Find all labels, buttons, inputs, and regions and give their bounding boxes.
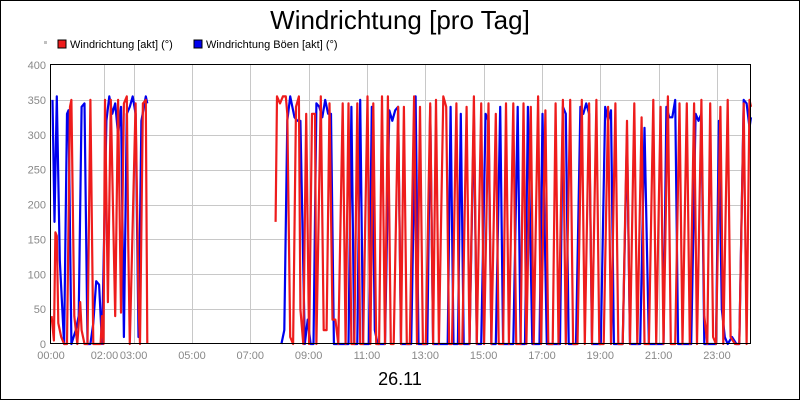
x-tick-label: 05:00 bbox=[178, 350, 206, 362]
y-tick-label: 150 bbox=[28, 234, 46, 246]
legend-label-boeen: Windrichtung Böen [akt] (°) bbox=[206, 39, 338, 51]
x-axis-ticks: 00:00 02:00 03:00 05:00 07:00 09:00 11:00 13:00… bbox=[37, 350, 730, 362]
series-layer bbox=[50, 95, 753, 346]
legend-swatch-boeen bbox=[193, 39, 203, 49]
y-tick-label: 200 bbox=[28, 200, 46, 212]
x-tick-label: 13:00 bbox=[412, 350, 440, 362]
y-tick-label: 0 bbox=[40, 339, 46, 351]
plot-area-border bbox=[50, 64, 751, 344]
legend: Windrichtung [akt] (°) Windrichtung Böen… bbox=[44, 39, 338, 51]
y-tick-label: 100 bbox=[28, 269, 46, 281]
x-tick-label: 15:00 bbox=[470, 350, 498, 362]
x-tick-label: 17:00 bbox=[528, 350, 556, 362]
legend-label-akt: Windrichtung [akt] (°) bbox=[70, 39, 173, 51]
x-tick-label: 11:00 bbox=[354, 350, 381, 362]
x-tick-label: 03:00 bbox=[120, 350, 148, 362]
x-tick-label: 21:00 bbox=[645, 350, 673, 362]
x-tick-label: 02:00 bbox=[91, 350, 119, 362]
legend-marker-dot bbox=[44, 41, 47, 44]
x-tick-label: 00:00 bbox=[37, 350, 65, 362]
x-tick-label: 09:00 bbox=[295, 350, 323, 362]
series-line-windrichtung-boeen bbox=[51, 95, 149, 346]
x-tick-label: 19:00 bbox=[587, 350, 615, 362]
y-axis-ticks: 0 50 100 150 200 250 300 350 400 bbox=[28, 60, 46, 351]
y-tick-label: 350 bbox=[28, 95, 46, 107]
x-tick-label: 07:00 bbox=[237, 350, 265, 362]
series-line-windrichtung bbox=[274, 95, 753, 346]
x-axis-label: 26.11 bbox=[378, 369, 422, 389]
y-tick-label: 400 bbox=[28, 60, 46, 72]
legend-swatch-akt bbox=[57, 39, 67, 49]
y-tick-label: 50 bbox=[34, 304, 46, 316]
x-tick-label: 23:00 bbox=[703, 350, 731, 362]
y-tick-label: 300 bbox=[28, 130, 46, 142]
chart-title: Windrichtung [pro Tag] bbox=[270, 5, 530, 35]
y-tick-label: 250 bbox=[28, 165, 46, 177]
